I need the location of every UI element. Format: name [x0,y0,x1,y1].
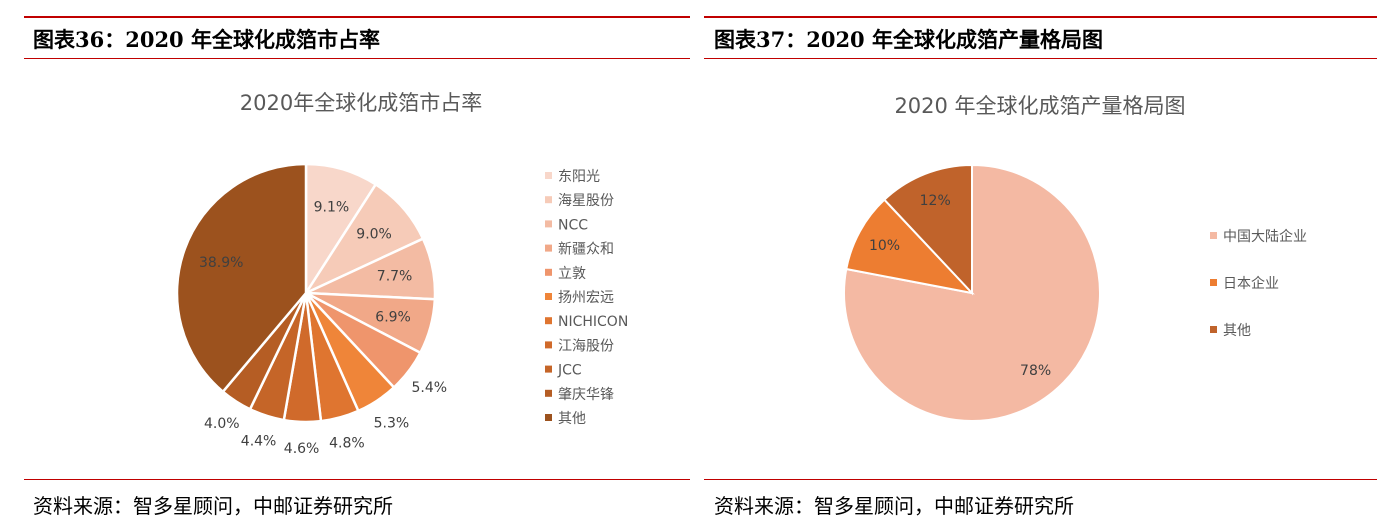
legend-swatch-0 [1210,232,1217,239]
figure-title: 图表36：2020 年全球化成箔市占率 [33,27,380,52]
source-note: 资料来源：智多星顾问，中邮证券研究所 [33,494,393,518]
legend-label-2: 其他 [1223,323,1251,339]
legend-label-0: 东阳光 [558,169,600,185]
legend-swatch-10 [545,414,552,421]
legend-label-0: 中国大陆企业 [1223,228,1307,245]
chart-title: 2020 年全球化成箔产量格局图 [894,94,1185,118]
slice-data-label-1: 9.0% [356,227,392,243]
legend-label-6: NICHICON [558,314,628,330]
slice-data-label-2: 12% [920,193,951,209]
legend-label-1: 海星股份 [558,193,614,209]
legend-swatch-3 [545,244,552,252]
legend-label-9: 肇庆华锋 [558,387,614,403]
legend-swatch-2 [545,220,552,228]
slice-data-label-5: 5.3% [374,415,410,431]
pie: 9.1% 9.0% 7.7% 6.9% 5.4% 5.3% 4.8% 4.6% 4.4%4.0%… [175,162,448,457]
legend-label-5: 扬州宏远 [558,290,614,306]
slice-data-label-7: 4.6% [284,441,320,457]
slice-data-label-4: 5.4% [412,380,448,396]
bottom-rule [704,479,1377,480]
bottom-rule [24,479,690,480]
legend-swatch-0 [545,172,552,179]
slice-data-label-6: 4.8% [329,436,365,452]
pie: 78% 10% 12% [843,163,1101,422]
left-panel: 图表36：2020 年全球化成箔市占率 2020年全球化成箔市占率 9.1% 9.… [0,0,690,526]
slice-data-label-10: 38.9% [199,255,243,271]
title-rule [704,58,1377,59]
legend-swatch-2 [1210,326,1217,333]
slice-data-label-2: 7.7% [377,269,413,285]
top-rule [704,16,1377,18]
market-share-pie-chart: 2020年全球化成箔市占率 9.1% 9.0% 7.7% 6.9% 5.4% 5.3% 4.… [175,91,628,457]
legend-swatch-8 [545,365,552,373]
legend-swatch-6 [545,317,552,325]
source-note: 资料来源：智多星顾问，中邮证券研究所 [714,494,1074,518]
legend-swatch-5 [545,293,552,300]
legend-swatch-7 [545,341,552,349]
chart-title: 2020年全球化成箔市占率 [240,91,482,115]
slice-data-label-0: 78% [1020,363,1051,379]
legend-swatch-4 [545,268,552,276]
legend-label-3: 新疆众和 [558,242,614,258]
right-panel: 图表37：2020 年全球化成箔产量格局图 2020 年全球化成箔产量格局图 7… [690,0,1391,526]
slice-data-label-1: 10% [869,238,900,254]
legend-label-4: 立敦 [558,266,586,282]
legend-label-1: 日本企业 [1223,275,1279,292]
legend-swatch-1 [1210,279,1217,286]
title-rule [24,58,690,59]
slice-data-label-0: 9.1% [314,199,350,215]
pie-slice-10 [175,162,308,394]
legend-label-8: JCC [557,363,582,379]
slice-data-label-9: 4.0% [204,416,240,432]
slice-data-label-8: 4.4% [241,434,277,450]
legend-label-10: 其他 [558,411,586,427]
legend-label-7: 江海股份 [558,338,614,354]
pie-slice-1 [845,198,975,295]
legend-swatch-1 [545,196,552,204]
legend-label-2: NCC [558,217,588,233]
legend-swatch-9 [545,389,552,397]
top-rule [24,16,690,18]
pie-slice-2 [882,163,973,296]
figure-title: 图表37：2020 年全球化成箔产量格局图 [714,27,1103,52]
slice-data-label-3: 6.9% [375,310,411,326]
